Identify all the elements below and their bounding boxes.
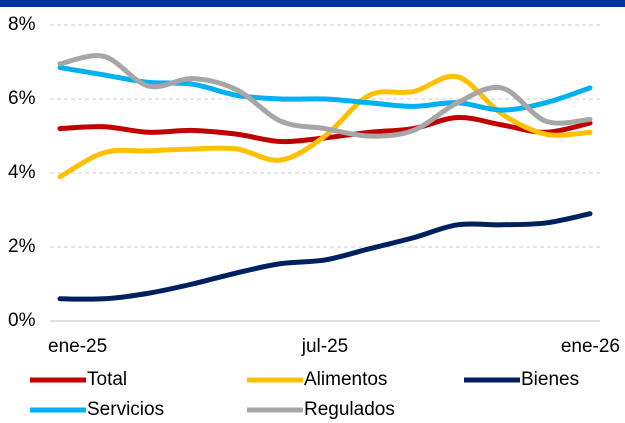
y-tick-label: 6%	[8, 88, 36, 109]
series-line	[57, 53, 593, 139]
legend-label: Alimentos	[304, 369, 387, 390]
header-bar	[0, 0, 625, 7]
x-tick-label: ene-26	[561, 336, 620, 357]
series-line	[57, 65, 593, 113]
y-tick-label: 2%	[8, 236, 36, 257]
legend-label: Servicios	[87, 399, 164, 420]
series-line	[57, 73, 593, 180]
y-tick-label: 4%	[8, 162, 36, 183]
legend-label: Bienes	[521, 369, 579, 390]
legend-label: Total	[87, 369, 127, 390]
x-tick-label: jul-25	[301, 336, 348, 357]
x-tick-label: ene-25	[48, 336, 107, 357]
series-line	[57, 211, 593, 302]
y-tick-label: 0%	[8, 310, 36, 331]
y-tick-label: 8%	[8, 14, 36, 35]
legend-label: Regulados	[304, 399, 395, 420]
